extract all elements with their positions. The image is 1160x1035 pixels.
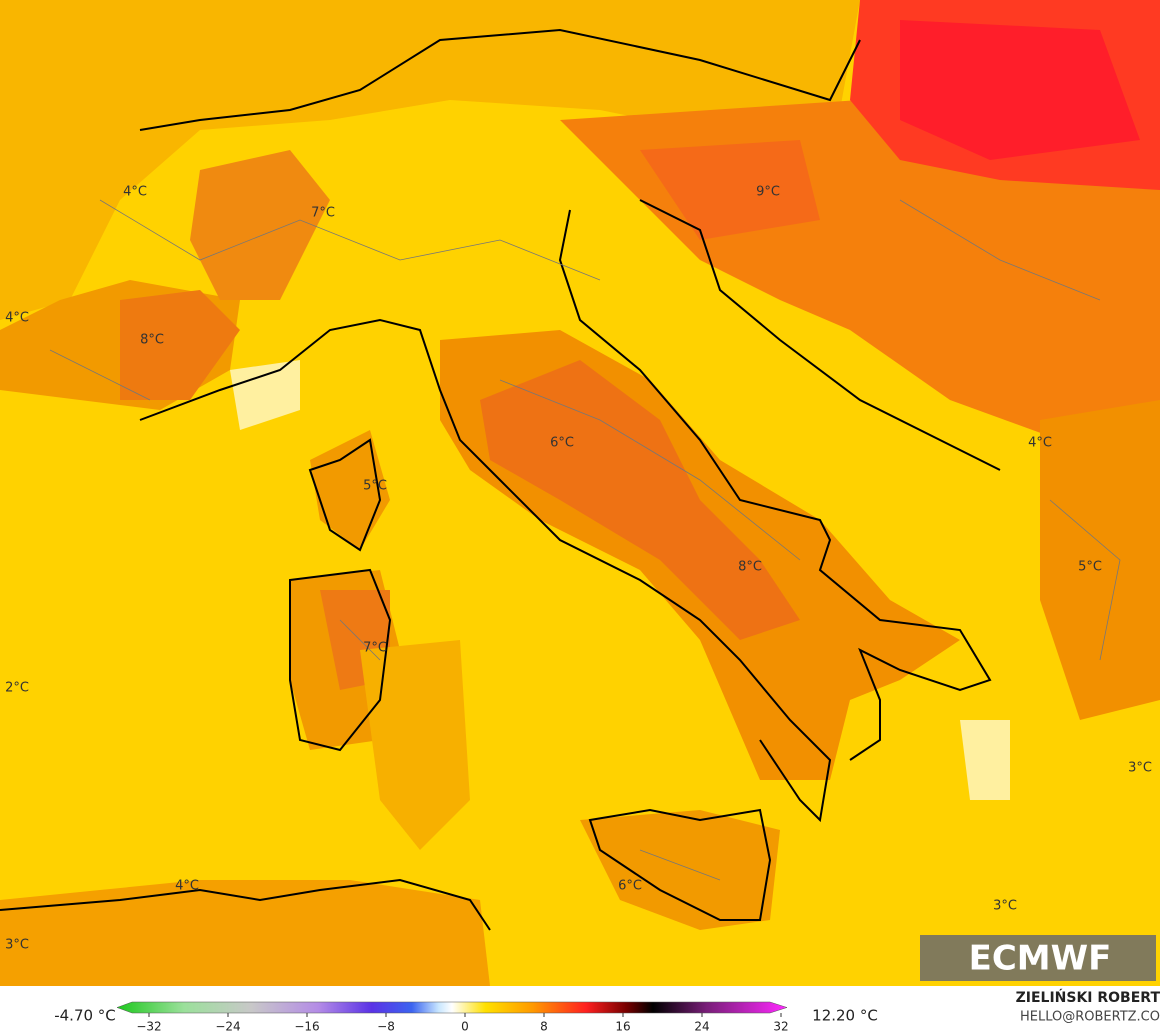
temperature-label: 4°C [123,185,147,200]
temperature-label: 5°C [1078,560,1102,575]
temperature-label: 3°C [5,938,29,953]
coastlines [0,28,1001,931]
colorbar-tick-label: 32 [773,1020,788,1034]
temperature-label: 8°C [140,333,164,348]
colorbar-tick-label: 8 [540,1020,548,1034]
temperature-label: 7°C [311,206,335,221]
colorbar-tick-label: 16 [615,1020,630,1034]
legend-max: 12.20 °C [812,1007,878,1025]
logo-box [920,935,1156,981]
map-field [0,0,1160,986]
temperature-label: 6°C [550,436,574,451]
temperature-label: 8°C [738,560,762,575]
colorbar [116,1001,788,1014]
colorbar-tick-label: −32 [136,1020,161,1034]
colorbar-tick-label: −24 [215,1020,240,1034]
temperature-label: 4°C [5,311,29,326]
colorbar-tick-label: −8 [377,1020,395,1034]
temperature-label: 3°C [1128,761,1152,776]
credit-email: HELLO@ROBERTZ.CO [1020,1010,1160,1025]
temperature-label: 4°C [1028,436,1052,451]
temperature-label: 3°C [993,899,1017,914]
colorbar-tick-label: −16 [294,1020,319,1034]
colorbar-tick-label: 0 [461,1020,469,1034]
temperature-label: 7°C [363,641,387,656]
temperature-label: 5°C [363,479,387,494]
credit-name: ZIELIŃSKI ROBERT [1016,988,1160,1006]
temperature-label: 6°C [618,879,642,894]
temperature-label: 4°C [175,879,199,894]
legend-min: -4.70 °C [54,1007,116,1025]
temperature-label: 2°C [5,681,29,696]
colorbar-tick-label: 24 [694,1020,709,1034]
borders [49,199,1121,881]
temperature-label: 9°C [756,185,780,200]
logo: ECMWF [969,939,1112,979]
